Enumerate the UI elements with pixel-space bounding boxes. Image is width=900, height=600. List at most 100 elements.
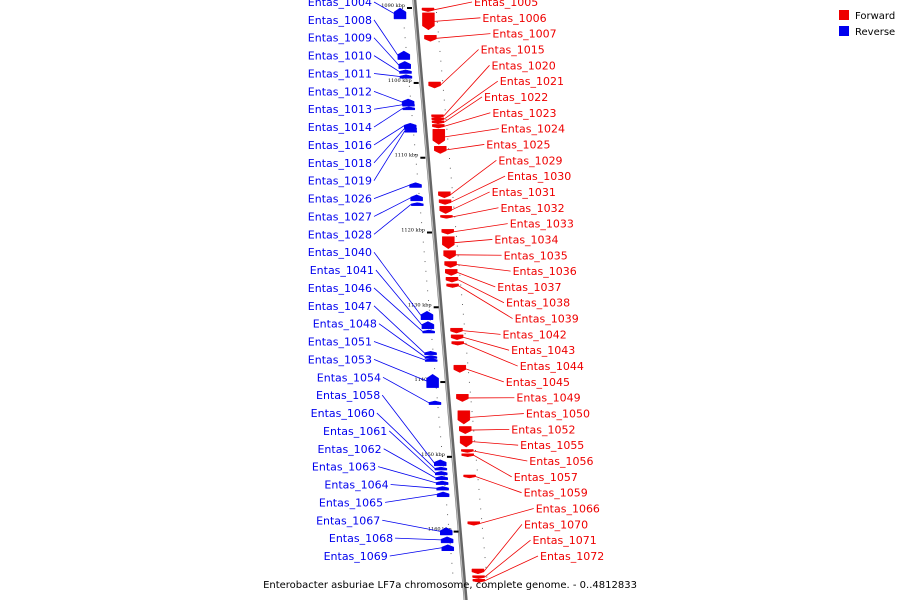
- forward-gene-mark[interactable]: [424, 35, 437, 42]
- reverse-gene-label[interactable]: Entas_1054: [317, 371, 381, 384]
- forward-gene-label[interactable]: Entas_1038: [506, 297, 570, 310]
- forward-gene-label[interactable]: Entas_1021: [500, 75, 564, 88]
- reverse-gene-label[interactable]: Entas_1058: [316, 389, 380, 402]
- reverse-gene-mark[interactable]: [424, 358, 438, 362]
- forward-gene-mark[interactable]: [450, 327, 463, 334]
- forward-gene-label[interactable]: Entas_1024: [501, 123, 565, 136]
- forward-gene-mark[interactable]: [461, 449, 474, 453]
- reverse-gene-label[interactable]: Entas_1053: [308, 353, 372, 366]
- forward-gene-mark[interactable]: [446, 283, 459, 288]
- reverse-gene-mark[interactable]: [428, 400, 442, 405]
- reverse-gene-mark[interactable]: [424, 355, 438, 359]
- forward-gene-label[interactable]: Entas_1006: [482, 12, 546, 25]
- reverse-gene-label[interactable]: Entas_1063: [312, 461, 376, 474]
- reverse-gene-label[interactable]: Entas_1010: [308, 50, 372, 63]
- forward-gene-label[interactable]: Entas_1007: [492, 28, 556, 41]
- reverse-gene-mark[interactable]: [424, 350, 437, 356]
- reverse-gene-mark[interactable]: [440, 527, 453, 536]
- forward-gene-mark[interactable]: [467, 521, 480, 526]
- forward-gene-label[interactable]: Entas_1072: [540, 550, 604, 563]
- reverse-gene-mark[interactable]: [410, 194, 423, 202]
- forward-gene-mark[interactable]: [438, 191, 451, 199]
- forward-gene-mark[interactable]: [450, 334, 464, 340]
- forward-gene-label[interactable]: Entas_1033: [510, 218, 574, 231]
- forward-gene-label[interactable]: Entas_1015: [481, 43, 545, 56]
- forward-gene-label[interactable]: Entas_1070: [524, 518, 588, 531]
- reverse-gene-mark[interactable]: [399, 74, 413, 79]
- reverse-gene-mark[interactable]: [397, 50, 411, 60]
- forward-gene-mark[interactable]: [459, 426, 472, 434]
- reverse-gene-label[interactable]: Entas_1014: [308, 121, 372, 134]
- reverse-gene-mark[interactable]: [434, 466, 448, 471]
- reverse-gene-mark[interactable]: [402, 102, 415, 107]
- forward-gene-mark[interactable]: [457, 410, 471, 425]
- forward-gene-mark[interactable]: [442, 236, 455, 250]
- reverse-gene-mark[interactable]: [398, 61, 412, 69]
- reverse-gene-mark[interactable]: [435, 471, 448, 476]
- forward-gene-mark[interactable]: [432, 124, 445, 129]
- forward-gene-label[interactable]: Entas_1066: [536, 503, 600, 516]
- reverse-gene-label[interactable]: Entas_1019: [308, 175, 372, 188]
- reverse-gene-mark[interactable]: [435, 475, 448, 481]
- forward-gene-label[interactable]: Entas_1025: [486, 138, 550, 151]
- reverse-gene-mark[interactable]: [393, 7, 407, 20]
- forward-gene-label[interactable]: Entas_1050: [526, 408, 590, 421]
- forward-gene-label[interactable]: Entas_1023: [492, 107, 556, 120]
- reverse-gene-mark[interactable]: [409, 182, 422, 188]
- reverse-gene-mark[interactable]: [433, 459, 447, 467]
- reverse-gene-mark[interactable]: [404, 129, 418, 133]
- reverse-gene-label[interactable]: Entas_1041: [310, 264, 374, 277]
- forward-gene-mark[interactable]: [431, 117, 445, 122]
- forward-gene-mark[interactable]: [439, 206, 452, 214]
- reverse-gene-mark[interactable]: [441, 544, 455, 552]
- forward-gene-label[interactable]: Entas_1043: [511, 344, 575, 357]
- forward-gene-mark[interactable]: [422, 12, 435, 31]
- forward-gene-mark[interactable]: [428, 81, 441, 89]
- forward-gene-label[interactable]: Entas_1005: [474, 0, 538, 9]
- forward-gene-label[interactable]: Entas_1020: [492, 59, 556, 72]
- forward-gene-mark[interactable]: [443, 250, 456, 260]
- forward-gene-label[interactable]: Entas_1044: [520, 360, 584, 373]
- forward-gene-label[interactable]: Entas_1035: [504, 249, 568, 262]
- forward-gene-mark[interactable]: [445, 269, 458, 276]
- reverse-gene-label[interactable]: Entas_1028: [308, 228, 372, 241]
- reverse-gene-mark[interactable]: [426, 373, 439, 388]
- reverse-gene-mark[interactable]: [422, 329, 435, 334]
- reverse-gene-label[interactable]: Entas_1013: [308, 103, 372, 116]
- forward-gene-label[interactable]: Entas_1071: [533, 534, 597, 547]
- forward-gene-label[interactable]: Entas_1036: [513, 265, 577, 278]
- reverse-gene-label[interactable]: Entas_1064: [324, 479, 388, 492]
- forward-gene-mark[interactable]: [471, 568, 485, 575]
- reverse-gene-label[interactable]: Entas_1004: [308, 0, 372, 9]
- reverse-gene-mark[interactable]: [440, 536, 454, 544]
- forward-gene-label[interactable]: Entas_1032: [500, 202, 564, 215]
- reverse-gene-label[interactable]: Entas_1040: [308, 246, 372, 259]
- forward-gene-mark[interactable]: [434, 146, 447, 154]
- forward-gene-mark[interactable]: [438, 199, 452, 205]
- reverse-gene-label[interactable]: Entas_1011: [308, 67, 372, 80]
- forward-gene-mark[interactable]: [461, 453, 474, 457]
- forward-gene-label[interactable]: Entas_1037: [497, 281, 561, 294]
- reverse-gene-label[interactable]: Entas_1018: [308, 157, 372, 170]
- forward-gene-mark[interactable]: [441, 229, 454, 235]
- reverse-gene-label[interactable]: Entas_1069: [324, 550, 388, 563]
- forward-gene-label[interactable]: Entas_1029: [498, 154, 562, 167]
- forward-gene-label[interactable]: Entas_1031: [492, 186, 556, 199]
- reverse-gene-label[interactable]: Entas_1051: [308, 336, 372, 349]
- reverse-gene-label[interactable]: Entas_1067: [316, 514, 380, 527]
- forward-gene-mark[interactable]: [431, 114, 444, 118]
- reverse-gene-label[interactable]: Entas_1027: [308, 210, 372, 223]
- forward-gene-mark[interactable]: [472, 579, 486, 583]
- forward-gene-mark[interactable]: [463, 474, 476, 479]
- reverse-gene-mark[interactable]: [435, 480, 449, 485]
- forward-gene-label[interactable]: Entas_1057: [514, 471, 578, 484]
- reverse-gene-label[interactable]: Entas_1012: [308, 85, 372, 98]
- forward-gene-mark[interactable]: [431, 120, 445, 125]
- forward-gene-label[interactable]: Entas_1052: [511, 423, 575, 436]
- reverse-gene-label[interactable]: Entas_1046: [308, 282, 372, 295]
- reverse-gene-label[interactable]: Entas_1026: [308, 193, 372, 206]
- reverse-gene-mark[interactable]: [420, 310, 434, 320]
- forward-gene-label[interactable]: Entas_1042: [503, 328, 567, 341]
- forward-gene-mark[interactable]: [456, 394, 469, 402]
- forward-gene-label[interactable]: Entas_1059: [524, 487, 588, 500]
